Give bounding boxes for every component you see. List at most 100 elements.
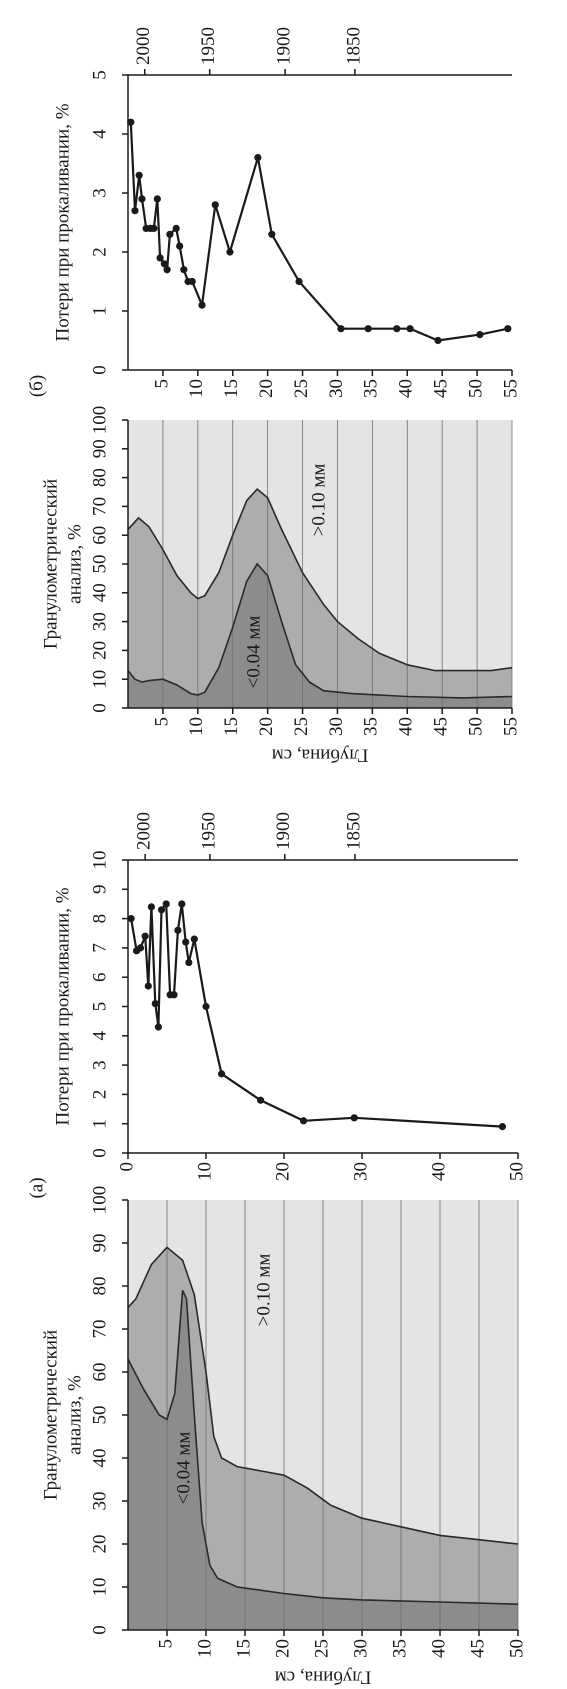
point: [163, 266, 171, 274]
y-tick-label: 30: [89, 1492, 110, 1511]
x-tick-label: 5: [155, 1639, 176, 1649]
x-tick-label: 10: [194, 1639, 215, 1658]
annotation: <0.04 мм: [173, 1432, 194, 1505]
point: [504, 325, 512, 333]
x2-tick-label: 2000: [134, 812, 155, 850]
x-tick-label: 50: [465, 379, 486, 398]
point: [350, 1114, 358, 1122]
y-tick-label: 80: [89, 1277, 110, 1296]
point: [154, 1023, 163, 1031]
point: [337, 325, 345, 333]
y-tick-label: 20: [89, 1535, 110, 1554]
y-tick-label: 0: [89, 703, 110, 713]
point: [185, 958, 193, 967]
point: [364, 325, 372, 333]
panel-label: (б): [26, 375, 47, 397]
y-axis-title: Гранулометрический: [40, 479, 61, 649]
annotation: >0.10 мм: [308, 464, 329, 537]
x-tick-label: 45: [467, 1639, 488, 1658]
y-axis-title: Потери при прокаливании, %: [52, 887, 73, 1125]
point: [295, 277, 303, 286]
point: [226, 248, 234, 256]
y-axis-title: Гранулометрический: [40, 1330, 61, 1500]
x-tick-label: 35: [361, 717, 382, 736]
point: [174, 926, 182, 934]
y-tick-label: 5: [89, 1002, 110, 1012]
point: [147, 903, 155, 911]
point: [157, 906, 166, 914]
y-tick-label: 20: [89, 641, 110, 660]
x-tick-label: 15: [233, 1639, 254, 1658]
x-tick-label: 15: [221, 379, 242, 398]
point: [257, 1096, 265, 1104]
point: [153, 195, 161, 203]
y-tick-label: 60: [89, 1363, 110, 1382]
point: [176, 242, 184, 250]
point: [190, 935, 198, 943]
y-tick-label: 50: [89, 1406, 110, 1425]
point: [170, 991, 178, 999]
x-tick-label: 20: [272, 1162, 293, 1181]
point: [299, 1117, 308, 1125]
y-tick-label: 6: [89, 972, 110, 982]
y-tick-label: 3: [89, 1060, 110, 1070]
point: [268, 230, 276, 238]
x-tick-label: 40: [428, 1162, 449, 1181]
x-tick-label: 50: [465, 717, 486, 736]
x-tick-label: 50: [506, 1162, 527, 1181]
x-tick-label: 50: [506, 1639, 527, 1658]
point: [180, 266, 188, 274]
x-tick-label: 35: [361, 379, 382, 398]
y-tick-label: 70: [89, 497, 110, 516]
x-tick-label: 40: [428, 1639, 449, 1658]
y-tick-label: 10: [89, 851, 110, 870]
y-tick-label: 3: [89, 188, 110, 198]
y-tick-label: 100: [89, 1186, 110, 1215]
line: [130, 901, 503, 1128]
y-tick-label: 10: [89, 670, 110, 689]
y-tick-label: 2: [89, 247, 110, 257]
point: [198, 301, 206, 309]
x-tick-label: 35: [389, 1639, 410, 1658]
y-tick-label: 50: [89, 555, 110, 574]
x-tick-label: 10: [194, 1162, 215, 1181]
point: [254, 154, 262, 162]
line: [129, 122, 509, 342]
x-axis-title: Глубина, см: [275, 1667, 372, 1688]
point: [160, 260, 168, 268]
x-tick-label: 55: [500, 717, 521, 736]
point: [150, 224, 158, 232]
y-tick-label: 7: [89, 943, 110, 953]
x-tick-label: 25: [311, 1639, 332, 1658]
point: [144, 982, 152, 990]
x2-tick-label: 2000: [133, 27, 154, 65]
point: [182, 938, 190, 946]
x-tick-label: 30: [350, 1162, 371, 1181]
point: [135, 171, 143, 179]
y-tick-label: 40: [89, 583, 110, 602]
point: [498, 1123, 506, 1131]
point: [138, 195, 146, 203]
y-tick-label: 100: [89, 406, 110, 435]
x-tick-label: 45: [431, 717, 452, 736]
point: [131, 207, 139, 215]
point: [141, 932, 149, 940]
point: [136, 944, 145, 952]
x2-tick-label: 1950: [198, 812, 219, 850]
point: [218, 1070, 226, 1078]
x-tick-label: 25: [291, 717, 312, 736]
x-tick-label: 10: [186, 717, 207, 736]
x-tick-label: 25: [291, 379, 312, 398]
y-tick-label: 4: [89, 129, 110, 139]
annotation: >0.10 мм: [253, 1254, 274, 1327]
y-tick-label: 80: [89, 468, 110, 487]
y-tick-label: 5: [89, 70, 110, 80]
y-axis-title: Потери при прокаливании, %: [52, 103, 73, 341]
y-tick-label: 40: [89, 1449, 110, 1468]
y-tick-label: 1: [89, 1119, 110, 1129]
point: [406, 325, 414, 333]
x-tick-label: 20: [256, 717, 277, 736]
y-axis-title: анализ, %: [64, 524, 85, 604]
x-tick-label: 40: [396, 717, 417, 736]
